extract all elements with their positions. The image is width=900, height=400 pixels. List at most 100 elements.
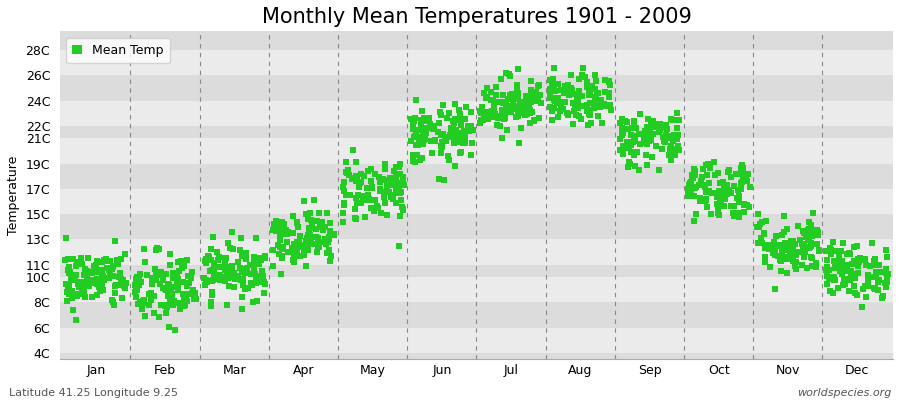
Point [479, 94, 493, 100]
Point [187, 290, 202, 296]
Point [235, 269, 249, 275]
Point [835, 240, 850, 246]
Point [407, 118, 421, 124]
Point [805, 255, 819, 261]
Point [299, 238, 313, 244]
Point [323, 257, 338, 264]
Point [709, 201, 724, 207]
Point [710, 194, 724, 201]
Point [97, 277, 112, 284]
Point [355, 170, 369, 177]
Point [717, 194, 732, 200]
Point [320, 241, 334, 248]
Point [102, 266, 116, 273]
Point [500, 99, 514, 106]
Point [247, 254, 261, 261]
Point [597, 101, 611, 107]
Point [452, 117, 466, 123]
Point [364, 178, 378, 184]
Point [392, 243, 406, 249]
Point [592, 97, 607, 104]
Point [574, 102, 589, 109]
Point [788, 258, 803, 265]
Point [161, 281, 176, 287]
Point [274, 231, 288, 238]
Point [652, 128, 666, 135]
Point [118, 285, 132, 292]
Point [238, 256, 253, 262]
Point [432, 176, 446, 182]
Point [409, 129, 423, 136]
Point [820, 268, 834, 274]
Point [58, 257, 72, 263]
Point [796, 254, 811, 260]
Point [717, 188, 732, 194]
Point [602, 90, 616, 96]
Text: Latitude 41.25 Longitude 9.25: Latitude 41.25 Longitude 9.25 [9, 388, 178, 398]
Point [717, 184, 732, 191]
Point [311, 234, 326, 241]
Point [544, 117, 559, 123]
Point [94, 281, 109, 288]
Point [250, 272, 265, 279]
Point [874, 269, 888, 275]
Point [280, 231, 294, 237]
Point [290, 239, 304, 245]
Point [797, 228, 812, 234]
Point [826, 238, 841, 245]
Point [801, 244, 815, 251]
Point [218, 266, 232, 273]
Point [848, 290, 862, 296]
Point [186, 296, 201, 303]
Point [170, 270, 184, 276]
Point [820, 257, 834, 263]
Point [510, 82, 525, 88]
Point [266, 227, 280, 234]
Point [396, 174, 410, 180]
Point [590, 90, 605, 96]
Point [615, 132, 629, 138]
Point [320, 210, 334, 216]
Point [543, 104, 557, 110]
Point [77, 291, 92, 298]
Point [459, 104, 473, 110]
Point [114, 256, 129, 262]
Point [61, 291, 76, 297]
Point [734, 186, 748, 193]
Point [59, 235, 74, 242]
Point [418, 128, 432, 134]
Point [112, 274, 126, 280]
Point [734, 161, 749, 168]
Point [76, 288, 91, 294]
Point [591, 100, 606, 107]
Point [616, 132, 630, 138]
Point [615, 125, 629, 132]
Point [524, 86, 538, 93]
Point [652, 121, 667, 128]
Point [584, 120, 598, 126]
Point [875, 295, 889, 302]
Point [588, 72, 602, 78]
Point [272, 223, 286, 230]
Point [823, 287, 837, 294]
Point [186, 287, 201, 293]
Point [165, 292, 179, 298]
Point [413, 117, 428, 123]
Point [390, 190, 404, 196]
Point [85, 294, 99, 300]
Point [246, 299, 260, 305]
Point [524, 93, 538, 99]
Point [68, 272, 82, 278]
Point [145, 275, 159, 281]
Point [160, 285, 175, 292]
Point [801, 227, 815, 233]
Point [74, 255, 88, 262]
Point [683, 179, 698, 186]
Point [826, 274, 841, 281]
Point [454, 122, 468, 128]
Point [352, 184, 366, 190]
Point [404, 115, 419, 122]
Point [314, 239, 328, 245]
Point [230, 273, 245, 280]
Point [284, 244, 299, 251]
